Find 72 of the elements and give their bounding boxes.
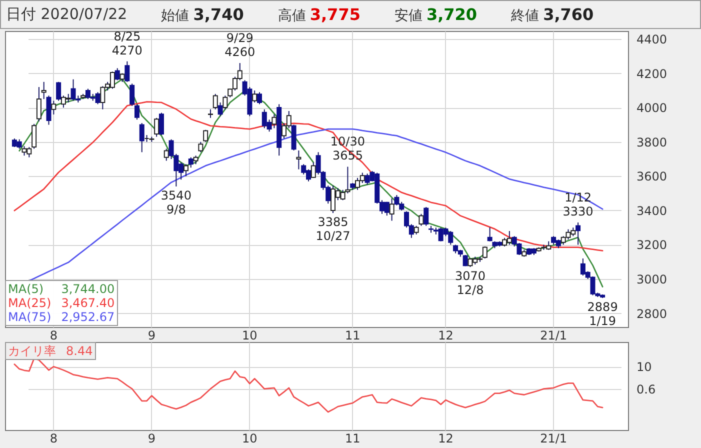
- x-tick-label: 21/1: [540, 432, 568, 446]
- annotation: 8/25 4270: [112, 29, 142, 58]
- annotation: 3385 10/27: [316, 215, 350, 244]
- annotation: 8.44: [66, 344, 93, 358]
- candlestick: [291, 124, 296, 151]
- text: MA(25): [8, 296, 52, 310]
- candlestick: [154, 117, 160, 138]
- y-tick-label: 10: [636, 360, 652, 374]
- line-series: [14, 101, 604, 252]
- candlestick: [188, 156, 194, 168]
- y-tick-label: 3000: [636, 272, 668, 287]
- candlestick: [212, 93, 218, 110]
- series-label: カイリ率: [8, 344, 56, 358]
- candlestick: [389, 198, 394, 222]
- line-series: [28, 128, 604, 282]
- candlestick: [51, 100, 56, 115]
- y-tick-label: 2800: [636, 306, 668, 321]
- candlestick: [482, 246, 488, 259]
- candlestick: [139, 122, 144, 153]
- candlestick: [56, 81, 62, 102]
- x-tick-label: 12: [438, 432, 454, 446]
- candlestick: [41, 81, 46, 100]
- line-series: [14, 358, 604, 413]
- candlestick: [252, 90, 258, 103]
- annotation: 3,744.00: [61, 282, 115, 296]
- x-tick-label: 10: [242, 328, 258, 342]
- candlestick: [256, 92, 262, 105]
- candlestick: [114, 68, 120, 81]
- annotation: 2,952.67: [61, 310, 115, 324]
- candlestick: [130, 83, 135, 106]
- y-tick-label: 3400: [636, 204, 668, 218]
- candlestick: [134, 104, 140, 120]
- candlestick: [418, 213, 424, 226]
- candlestick: [158, 112, 164, 136]
- x-tick-label: 11: [344, 432, 360, 446]
- candlestick: [46, 95, 52, 126]
- chart-title: 日付 2020/07/22: [6, 5, 128, 24]
- x-tick-label: 10: [242, 432, 258, 446]
- y-tick-label: 3600: [636, 170, 668, 184]
- candlestick: [272, 114, 277, 129]
- candlestick: [296, 150, 302, 170]
- y-tick-label: 3800: [636, 135, 668, 150]
- candlestick: [32, 123, 37, 150]
- x-tick-label: 9: [148, 328, 156, 342]
- candlestick: [124, 60, 130, 82]
- y-tick-label: 4400: [636, 32, 668, 47]
- x-tick-label: 8: [50, 328, 58, 342]
- candlestick: [203, 129, 208, 142]
- candlestick: [36, 86, 42, 122]
- y-tick-label: 0.6: [636, 382, 656, 396]
- candlestick: [310, 162, 316, 178]
- candlestick: [198, 141, 204, 153]
- x-tick-label: 11: [344, 328, 360, 342]
- y-tick-label: 3200: [636, 238, 668, 252]
- candlestick: [576, 222, 581, 246]
- x-tick-label: 21/1: [540, 328, 568, 342]
- x-tick-label: 8: [50, 432, 58, 446]
- y-tick-label: 4000: [636, 101, 668, 116]
- annotation: 3540 9/8: [160, 188, 192, 216]
- candlestick: [424, 206, 429, 226]
- annotation: 2889 1/19: [587, 300, 618, 328]
- annotation: 3070 12/8: [454, 269, 486, 298]
- x-tick-label: 12: [438, 328, 454, 342]
- y-tick-label: 4200: [636, 66, 668, 81]
- x-tick-label: 9: [148, 432, 156, 446]
- candlestick: [164, 148, 169, 162]
- text: 始値 3,740 高値 3,775 安値 3,720 終値 3,760: [161, 4, 594, 24]
- candlestick: [183, 164, 188, 177]
- annotation: 3,467.40: [61, 296, 115, 310]
- text: MA(5): [8, 282, 44, 296]
- annotation: 9/29 4260: [224, 31, 256, 60]
- text: MA(75): [8, 310, 52, 324]
